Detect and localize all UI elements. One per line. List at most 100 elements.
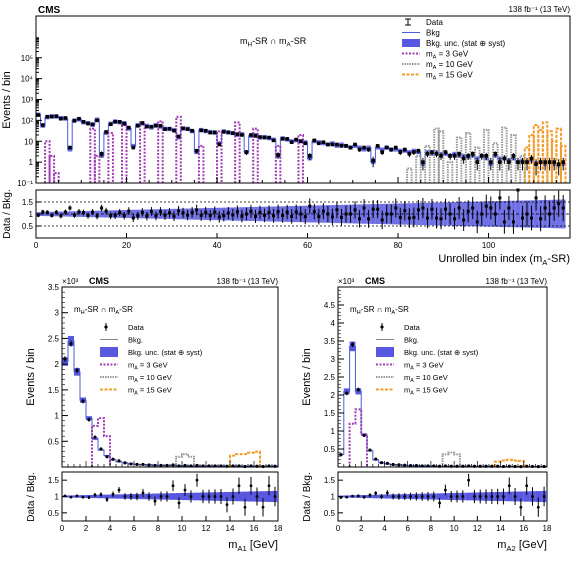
data-point	[244, 150, 249, 154]
ratio-point	[467, 478, 471, 482]
data-point	[159, 463, 163, 468]
data-point	[330, 142, 335, 147]
data-point	[81, 399, 85, 403]
ratio-point	[231, 495, 235, 498]
data-point	[68, 145, 72, 150]
cms-label: CMS	[89, 276, 109, 286]
ratio-point	[249, 484, 253, 488]
data-point	[140, 121, 145, 125]
data-point	[493, 152, 498, 156]
signal-ma10-bin	[473, 146, 481, 183]
ratio-point	[380, 495, 383, 498]
data-point	[153, 463, 157, 468]
data-point	[105, 455, 109, 459]
y-tick-label: 10²	[21, 116, 33, 125]
ratio-point	[368, 493, 372, 497]
ratio-unc-band	[384, 494, 391, 499]
data-point	[385, 461, 389, 465]
legend-entry: Bkg. unc. (stat ⊕ syst)	[128, 348, 203, 357]
data-point	[165, 463, 169, 468]
data-point	[520, 160, 525, 164]
signal-ma10-bin	[492, 142, 499, 183]
data-point	[59, 116, 63, 121]
y-axis-label: Events / bin	[25, 348, 37, 405]
ratio-point	[455, 495, 459, 498]
ratio-point	[385, 212, 389, 216]
ratio-point	[317, 215, 321, 219]
data-point	[368, 448, 372, 452]
legend-entry: Data	[426, 18, 443, 27]
ratio-point	[444, 207, 448, 211]
ratio-point	[356, 494, 360, 498]
ratio-point	[358, 217, 362, 221]
data-point	[511, 154, 516, 158]
data-point	[307, 154, 312, 158]
x-tick-label: 20	[122, 241, 131, 250]
data-point	[339, 453, 343, 457]
bottom-left-ratio-panel: 0.5 1 1.5 0 2 4 6 8 10 12 14 16 18 Data / Bkg. mA1​ [G…	[26, 471, 283, 553]
signal-ma10-bin	[501, 126, 508, 183]
ratio-unc-band	[436, 493, 443, 500]
y-tick-label: 1	[331, 427, 336, 436]
ratio-point	[127, 209, 131, 213]
y-tick-label: 3	[55, 309, 60, 318]
ratio-point	[432, 495, 436, 498]
signal-ma3-bin	[216, 130, 223, 183]
ratio-point	[507, 206, 511, 210]
ratio-unc-band	[67, 211, 73, 217]
data-point	[208, 130, 213, 135]
legend-data-dot	[104, 325, 108, 329]
ratio-point	[513, 495, 517, 498]
data-point	[525, 160, 529, 164]
x-tick-label: 16	[250, 524, 259, 533]
data-point	[147, 463, 151, 467]
data-point	[298, 139, 303, 144]
ratio-point	[453, 217, 457, 221]
top-ratio-panel: 0.5 1 1.5 0 20 40 60 80 100 Data / Bkg. Unrolled b…	[2, 188, 571, 267]
ratio-point	[303, 215, 307, 219]
lumi-label: 138 fb⁻¹ (13 TeV)	[509, 5, 571, 14]
data-point	[552, 160, 556, 164]
x-tick-label: 40	[213, 241, 222, 250]
data-point	[362, 433, 366, 437]
ratio-point	[412, 215, 416, 219]
data-point	[371, 158, 375, 163]
ratio-point	[199, 213, 203, 217]
ratio-point	[195, 208, 199, 212]
data-point	[280, 137, 285, 141]
data-point	[99, 152, 104, 156]
ratio-y-tick-label: 1	[331, 493, 336, 502]
ratio-point	[158, 210, 162, 214]
ratio-point	[498, 196, 502, 200]
ratio-point	[36, 213, 40, 217]
ratio-point	[93, 493, 97, 497]
ratio-point	[312, 210, 316, 214]
legend-data-dot	[380, 325, 384, 329]
y-tick-label: 3	[331, 355, 336, 364]
data-point	[393, 145, 398, 150]
ratio-point	[258, 210, 262, 214]
ratio-point	[240, 214, 244, 218]
data-point	[534, 162, 538, 166]
legend-entry: mA​ = 15 GeV	[404, 386, 448, 397]
signal-ma3-bin	[197, 144, 205, 183]
ratio-point	[480, 212, 484, 216]
data-point	[366, 147, 371, 152]
data-point	[117, 459, 121, 463]
ratio-point	[165, 495, 169, 498]
ratio-point	[136, 214, 140, 218]
y-tick-label: 2	[331, 391, 336, 400]
data-point	[222, 130, 226, 134]
ratio-point	[536, 505, 540, 509]
x-tick-label: 60	[303, 241, 312, 250]
x-axis-label: Unrolled bin index (mA​-SR)	[438, 253, 570, 267]
ratio-point	[91, 210, 95, 214]
ratio-y-axis-label: Data / Bkg.	[2, 189, 13, 238]
x-tick-label: 10	[450, 524, 459, 533]
ratio-point	[308, 204, 312, 208]
signal-ma10-bin	[406, 167, 413, 183]
signal-ma3	[91, 417, 111, 467]
ratio-point	[190, 210, 194, 214]
data-point	[240, 133, 244, 137]
ratio-point	[362, 495, 366, 499]
